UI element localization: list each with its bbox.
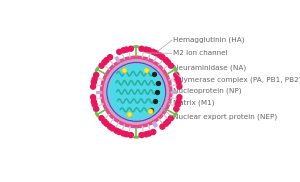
Circle shape <box>166 60 171 65</box>
Text: Hemagglutinin (HA): Hemagglutinin (HA) <box>173 37 244 43</box>
Circle shape <box>91 99 96 104</box>
Circle shape <box>121 48 126 53</box>
Text: M2 ion channel: M2 ion channel <box>173 50 227 56</box>
Ellipse shape <box>174 112 177 117</box>
Circle shape <box>174 106 179 111</box>
Circle shape <box>92 102 97 107</box>
Circle shape <box>91 80 96 85</box>
Circle shape <box>176 99 181 104</box>
Circle shape <box>117 129 122 134</box>
Circle shape <box>124 132 129 137</box>
Circle shape <box>139 46 144 51</box>
Ellipse shape <box>134 46 139 48</box>
Ellipse shape <box>134 136 139 138</box>
Circle shape <box>124 47 129 52</box>
Circle shape <box>168 63 173 68</box>
Circle shape <box>139 132 144 138</box>
Circle shape <box>158 53 162 58</box>
Text: Nucleoprotein (NP): Nucleoprotein (NP) <box>173 88 241 94</box>
Text: Matrix (M1): Matrix (M1) <box>173 100 214 106</box>
Polygon shape <box>115 57 120 62</box>
Circle shape <box>104 58 109 63</box>
Circle shape <box>109 65 164 119</box>
Polygon shape <box>96 90 101 93</box>
Circle shape <box>110 126 115 131</box>
Circle shape <box>143 132 148 137</box>
Circle shape <box>91 84 96 89</box>
Circle shape <box>91 95 96 100</box>
Circle shape <box>92 77 97 82</box>
Circle shape <box>128 132 134 138</box>
Circle shape <box>99 116 104 121</box>
Text: Nuclear export protein (NEP): Nuclear export protein (NEP) <box>173 113 277 120</box>
Ellipse shape <box>174 67 177 72</box>
Circle shape <box>94 106 99 111</box>
Circle shape <box>160 124 165 129</box>
Circle shape <box>107 124 112 129</box>
Ellipse shape <box>96 67 98 72</box>
Circle shape <box>128 46 134 51</box>
Circle shape <box>151 49 156 54</box>
Circle shape <box>177 84 182 89</box>
Circle shape <box>176 80 181 85</box>
Circle shape <box>174 72 179 77</box>
Polygon shape <box>152 122 158 127</box>
Circle shape <box>121 131 126 136</box>
Circle shape <box>102 60 107 65</box>
Circle shape <box>177 95 182 100</box>
Circle shape <box>166 119 171 124</box>
Circle shape <box>154 51 158 56</box>
Circle shape <box>104 121 109 126</box>
Circle shape <box>151 129 156 134</box>
Circle shape <box>107 55 112 60</box>
Circle shape <box>146 48 152 53</box>
Text: Neuraminidase (NA): Neuraminidase (NA) <box>173 65 246 71</box>
Circle shape <box>104 60 169 124</box>
Circle shape <box>102 119 107 124</box>
Circle shape <box>164 58 168 63</box>
Ellipse shape <box>96 112 98 117</box>
Circle shape <box>100 56 172 128</box>
Circle shape <box>99 63 104 68</box>
Circle shape <box>168 116 173 121</box>
Circle shape <box>146 131 152 136</box>
Circle shape <box>143 47 148 52</box>
Polygon shape <box>171 90 176 93</box>
Circle shape <box>164 121 168 126</box>
Circle shape <box>117 49 122 54</box>
Circle shape <box>114 128 119 133</box>
Circle shape <box>160 55 165 60</box>
Circle shape <box>175 102 180 107</box>
Text: Polymerase complex (PA, PB1, PB2): Polymerase complex (PA, PB1, PB2) <box>173 76 300 83</box>
Circle shape <box>94 72 99 77</box>
Circle shape <box>175 77 180 82</box>
